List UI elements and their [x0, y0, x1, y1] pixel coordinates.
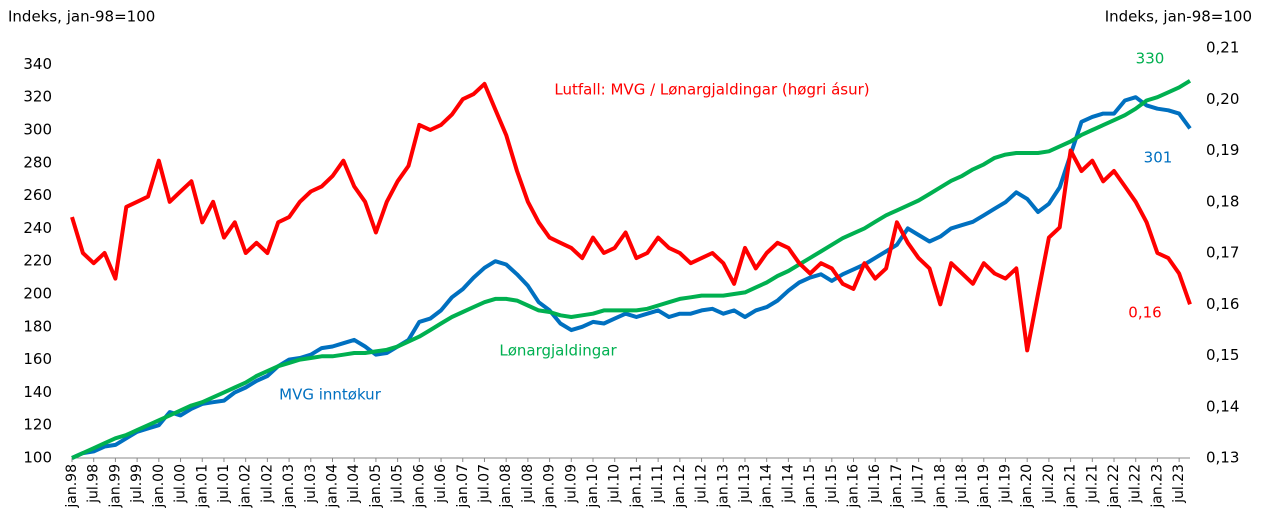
x-tick-label: jan.07: [455, 464, 471, 509]
y-tick-label: 280: [23, 153, 52, 171]
x-tick-label: jul.00: [173, 464, 189, 504]
y-tick-label: 200: [23, 285, 52, 303]
series-label: Lønargjaldingar: [499, 342, 617, 360]
y-tick-label: 160: [23, 350, 52, 368]
y-tick-label: 300: [23, 121, 52, 139]
x-tick-label: jul.15: [824, 464, 840, 504]
x-tick-label: jan.99: [107, 464, 123, 509]
y2-tick-label: 0,18: [1206, 192, 1239, 210]
y-tick-label: 220: [23, 252, 52, 270]
x-tick-label: jan.11: [628, 464, 644, 509]
y2-tick-label: 0,13: [1206, 449, 1239, 467]
x-tick-label: jul.14: [780, 464, 796, 504]
series-label: Lutfall: MVG / Lønargjaldingar (høgri ás…: [554, 81, 869, 99]
x-tick-label: jan.16: [846, 464, 862, 509]
x-tick-label: jul.21: [1084, 464, 1100, 504]
series-label: MVG inntøkur: [279, 386, 382, 404]
x-tick-label: jan.08: [498, 464, 514, 509]
x-tick-label: jan.04: [325, 464, 341, 509]
x-tick-label: jan.17: [889, 464, 905, 509]
x-tick-label: jul.23: [1171, 464, 1187, 504]
series-line: [71, 79, 1192, 460]
x-tick-label: jan.14: [759, 464, 775, 509]
x-tick-label: jan.15: [802, 464, 818, 509]
y2-tick-label: 0,17: [1206, 244, 1239, 262]
x-tick-label: jul.22: [1128, 464, 1144, 504]
y-tick-label: 320: [23, 88, 52, 106]
x-tick-label: jul.08: [520, 464, 536, 504]
y2-tick-label: 0,21: [1206, 39, 1239, 57]
series-line: [70, 81, 1192, 353]
y2-tick-label: 0,15: [1206, 346, 1239, 364]
y2-tick-label: 0,19: [1206, 141, 1239, 159]
x-tick-label: jan.22: [1106, 464, 1122, 509]
x-tick-label: jul.13: [737, 464, 753, 504]
x-tick-label: jul.19: [997, 464, 1013, 504]
y-axis-label: Indeks, jan-98=100: [8, 8, 155, 26]
y2-axis-label: Indeks, jan-98=100: [1105, 8, 1252, 26]
end-label: 0,16: [1128, 304, 1161, 322]
x-tick-label: jul.20: [1041, 464, 1057, 504]
x-tick-label: jul.12: [694, 464, 710, 504]
y-tick-label: 260: [23, 186, 52, 204]
x-tick-label: jan.21: [1063, 464, 1079, 509]
y2-tick-label: 0,16: [1206, 295, 1239, 313]
x-tick-label: jul.09: [563, 464, 579, 504]
x-tick-label: jan.18: [932, 464, 948, 509]
x-tick-label: jan.05: [368, 464, 384, 509]
x-tick-label: jan.12: [672, 464, 688, 509]
x-tick-label: jan.02: [238, 464, 254, 509]
end-label: 330: [1136, 50, 1165, 68]
x-tick-label: jul.16: [867, 464, 883, 504]
y-tick-label: 340: [23, 55, 52, 73]
y-tick-label: 120: [23, 416, 52, 434]
x-tick-label: jul.17: [911, 464, 927, 504]
y2-tick-label: 0,14: [1206, 397, 1239, 415]
x-tick-label: jul.06: [433, 464, 449, 504]
x-tick-label: jul.04: [346, 464, 362, 504]
x-tick-label: jan.98: [64, 464, 80, 509]
x-tick-label: jan.19: [976, 464, 992, 509]
x-tick-label: jul.03: [303, 464, 319, 504]
x-tick-label: jul.05: [390, 464, 406, 504]
y-tick-label: 240: [23, 219, 52, 237]
x-tick-label: jan.23: [1149, 464, 1165, 509]
x-tick-label: jul.02: [259, 464, 275, 504]
x-tick-label: jan.09: [542, 464, 558, 509]
x-tick-label: jan.10: [585, 464, 601, 509]
y-tick-label: 140: [23, 383, 52, 401]
y-tick-label: 180: [23, 317, 52, 335]
x-tick-label: jan.20: [1019, 464, 1035, 509]
x-tick-label: jul.01: [216, 464, 232, 504]
x-tick-label: jul.10: [607, 464, 623, 504]
x-tick-label: jul.07: [476, 464, 492, 504]
x-tick-label: jul.98: [86, 464, 102, 504]
y-tick-label: 100: [23, 449, 52, 467]
x-tick-label: jan.06: [411, 464, 427, 509]
x-tick-label: jan.00: [151, 464, 167, 509]
series-line: [71, 95, 1192, 460]
x-tick-label: jan.01: [194, 464, 210, 509]
x-tick-label: jan.03: [281, 464, 297, 509]
x-tick-label: jan.13: [715, 464, 731, 509]
x-tick-label: jul.18: [954, 464, 970, 504]
x-tick-label: jul.11: [650, 464, 666, 504]
end-label: 301: [1144, 149, 1173, 167]
y2-tick-label: 0,20: [1206, 90, 1239, 108]
x-tick-label: jul.99: [129, 464, 145, 504]
